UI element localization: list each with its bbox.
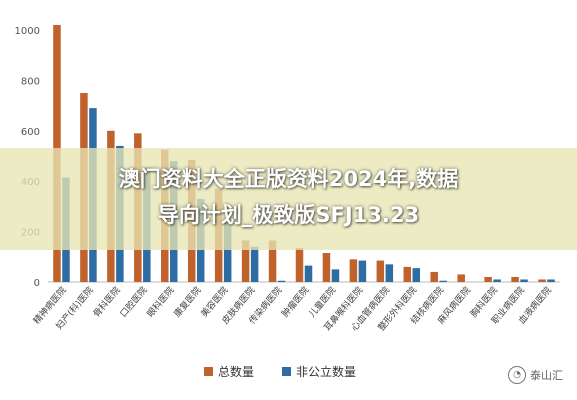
legend-label: 非公立数量 xyxy=(296,364,356,379)
x-category-label: 眼科医院 xyxy=(144,284,176,319)
bar-total xyxy=(295,247,304,282)
bar-non-public xyxy=(520,279,528,282)
bar-non-public xyxy=(358,260,367,282)
legend-swatch xyxy=(204,367,213,376)
bar-total xyxy=(484,276,492,282)
bar-total xyxy=(457,274,465,282)
bar-non-public xyxy=(250,246,259,282)
legend-swatch xyxy=(282,367,291,376)
watermark-text: 泰山汇 xyxy=(530,369,563,382)
bar-non-public xyxy=(493,279,501,282)
legend-label: 总数量 xyxy=(218,364,254,379)
bar-total xyxy=(241,240,250,282)
bar-non-public xyxy=(304,265,313,282)
x-category-label: 肿瘤医院 xyxy=(279,284,311,319)
watermark: ◔ 泰山汇 xyxy=(508,366,563,384)
bar-non-public xyxy=(277,280,286,282)
y-tick-label: 1000 xyxy=(15,26,40,37)
y-tick-label: 0 xyxy=(34,278,40,289)
legend: 总数量 非公立数量 xyxy=(204,364,356,379)
bar-total xyxy=(538,279,546,282)
bar-total xyxy=(403,266,412,282)
bar-non-public xyxy=(439,280,447,282)
bar-total xyxy=(268,240,277,282)
bar-total xyxy=(349,259,358,282)
title-overlay-band xyxy=(0,148,577,250)
bar-non-public xyxy=(547,279,555,282)
x-category-label: 口腔医院 xyxy=(117,284,149,319)
category-labels: 精神病医院妇产(科)医院骨科医院口腔医院眼科医院康复医院美容医院皮肤病医院传染病… xyxy=(31,284,554,333)
bar-non-public xyxy=(412,268,421,282)
overlay-title-line-2: 导向计划_极致版SFJ13.23 xyxy=(157,203,420,227)
bar-non-public xyxy=(223,221,232,282)
bar-non-public xyxy=(385,264,394,282)
bar-total xyxy=(430,271,438,282)
bar-total xyxy=(322,253,331,282)
y-tick-label: 800 xyxy=(21,76,40,87)
wechat-icon: ◔ xyxy=(508,366,526,384)
x-category-label: 骨科医院 xyxy=(90,284,122,319)
bar-total xyxy=(376,260,385,282)
x-category-label: 康复医院 xyxy=(171,284,203,319)
bar-total xyxy=(511,276,519,282)
bar-non-public xyxy=(331,269,340,282)
y-tick-label: 600 xyxy=(21,127,40,138)
overlay-title-line-1: 澳门资料大全正版资料2024年,数据 xyxy=(118,167,459,191)
